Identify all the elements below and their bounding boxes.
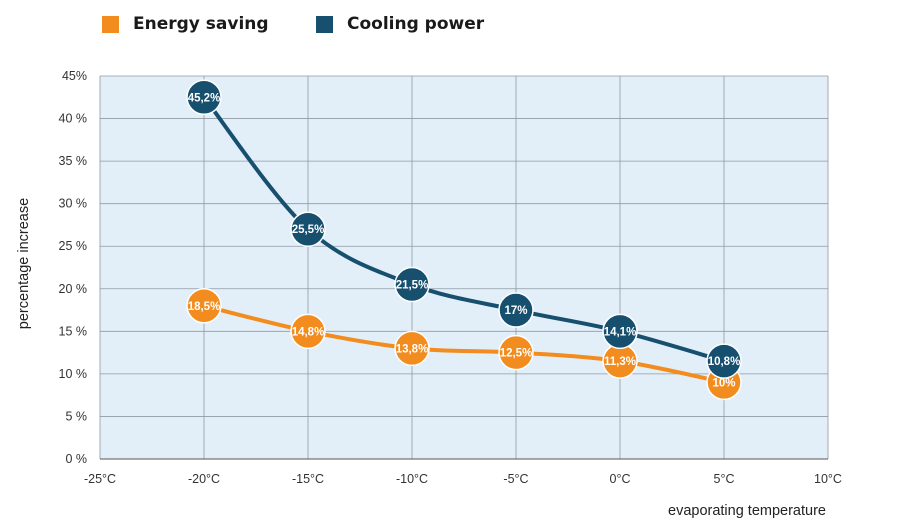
data-point-cooling-power [498, 292, 534, 328]
y-axis-label: percentage increase [16, 198, 32, 329]
data-label-cooling-power: 45,2% [188, 92, 221, 104]
data-label-energy-saving: 18,5% [188, 301, 221, 313]
plot-background [100, 76, 828, 459]
data-label-cooling-power: 10,8% [708, 356, 741, 368]
data-point-energy-saving [186, 288, 222, 324]
legend-swatch-energy-saving [102, 15, 119, 33]
data-label-cooling-power: 21,5% [396, 280, 429, 292]
y-tick-label: 35 % [59, 154, 88, 168]
x-tick-label: -10°C [396, 472, 428, 486]
data-label-energy-saving: 11,3% [604, 356, 636, 368]
x-tick-label: -20°C [188, 472, 220, 486]
data-point-cooling-power [394, 266, 430, 303]
x-tick-label: -15°C [292, 472, 324, 486]
data-label-cooling-power: 17% [504, 305, 527, 317]
y-tick-label: 0 % [65, 452, 87, 466]
plot-area: 0 % 5 % 10 % 15 % 20 % 25 % 30 % 35 % 40 % 45% -25… [59, 69, 842, 486]
x-tick-label: -5°C [503, 472, 528, 486]
legend-label-cooling-power: Cooling power [347, 14, 485, 34]
data-point-cooling-power [602, 313, 638, 350]
x-tick-label: -25°C [84, 472, 116, 486]
y-tick-label: 25 % [59, 239, 88, 253]
x-axis-label: evaporating temperature [668, 503, 826, 519]
y-tick-label: 20 % [59, 282, 88, 296]
x-tick-label: 10°C [814, 472, 842, 486]
legend-item-energy-saving: Energy saving [102, 14, 269, 34]
data-point-energy-saving [498, 334, 534, 371]
data-label-energy-saving: 10% [712, 377, 735, 389]
y-tick-label: 40 % [59, 112, 88, 126]
data-point-energy-saving [394, 330, 430, 367]
y-tick-label: 10 % [59, 367, 88, 381]
x-tick-label: 0°C [610, 472, 631, 486]
data-label-energy-saving: 12,5% [500, 348, 533, 360]
data-point-cooling-power [186, 79, 222, 116]
x-tick-label: 5°C [714, 472, 735, 486]
data-label-energy-saving: 13,8% [396, 343, 429, 355]
y-tick-label: 15 % [59, 324, 88, 338]
data-point-energy-saving [290, 313, 326, 350]
data-point-cooling-power [706, 343, 742, 379]
legend-label-energy-saving: Energy saving [133, 14, 269, 34]
data-label-cooling-power: 25,5% [292, 224, 325, 236]
data-point-cooling-power [290, 211, 326, 247]
legend-swatch-cooling-power [316, 15, 333, 33]
y-tick-label: 5 % [65, 409, 87, 423]
data-label-cooling-power: 14,1% [604, 326, 637, 338]
y-tick-label: 30 % [59, 197, 88, 211]
y-tick-label: 45% [62, 69, 87, 83]
legend-item-cooling-power: Cooling power [316, 14, 484, 34]
data-label-energy-saving: 14,8% [292, 326, 325, 338]
